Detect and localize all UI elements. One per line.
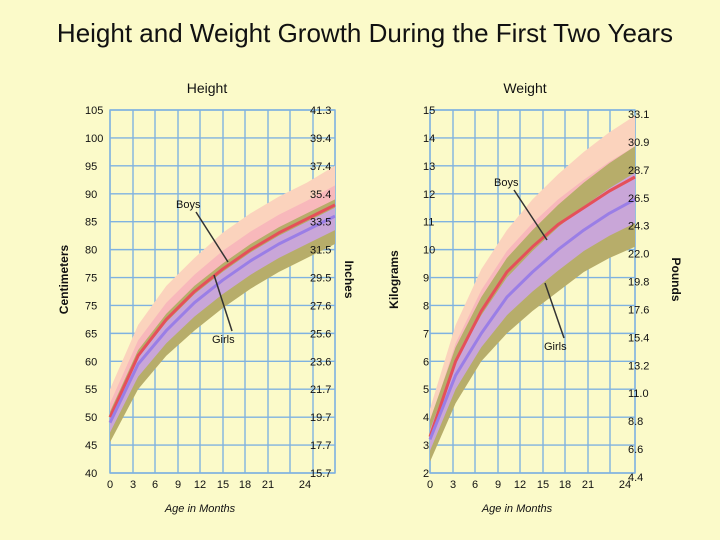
weight-girls-band-inner bbox=[430, 172, 635, 451]
height-y-tick-right: 17.7 bbox=[310, 440, 331, 452]
height-y-tick-left: 85 bbox=[85, 217, 97, 229]
weight-x-tick: 9 bbox=[495, 479, 501, 491]
height-boys-annotation: Boys bbox=[176, 199, 201, 211]
weight-x-tick: 12 bbox=[514, 479, 526, 491]
height-y-tick-right: 23.6 bbox=[310, 356, 331, 368]
height-y-tick-left: 100 bbox=[85, 133, 103, 145]
weight-y-tick-right: 13.2 bbox=[628, 360, 649, 372]
height-y-tick-left: 105 bbox=[85, 105, 103, 117]
weight-y-tick-left: 14 bbox=[423, 133, 435, 145]
weight-y-tick-left: 3 bbox=[423, 440, 429, 452]
weight-y-tick-right: 26.5 bbox=[628, 193, 649, 205]
weight-y-tick-right: 17.6 bbox=[628, 304, 649, 316]
weight-boys-line bbox=[428, 175, 636, 438]
height-x-tick: 12 bbox=[194, 479, 206, 491]
weight-x-axis-label: Age in Months bbox=[481, 503, 553, 515]
weight-right-axis-title: Pounds bbox=[669, 258, 683, 302]
height-y-tick-left: 40 bbox=[85, 468, 97, 480]
height-y-tick-right: 41.3 bbox=[310, 105, 331, 117]
weight-y-tick-left: 15 bbox=[423, 105, 435, 117]
weight-y-tick-left: 8 bbox=[423, 300, 429, 312]
height-y-tick-left: 80 bbox=[85, 245, 97, 257]
height-y-tick-left: 90 bbox=[85, 189, 97, 201]
height-girls-annotation: Girls bbox=[212, 334, 235, 346]
weight-chart-title: Weight bbox=[503, 80, 546, 96]
weight-y-tick-left: 11 bbox=[423, 217, 434, 229]
weight-y-tick-left: 4 bbox=[423, 412, 429, 424]
height-y-tick-left: 75 bbox=[85, 300, 97, 312]
weight-girls-annotation: Girls bbox=[544, 341, 567, 353]
height-y-tick-right: 21.7 bbox=[310, 384, 331, 396]
height-x-tick: 9 bbox=[175, 479, 181, 491]
weight-y-tick-right: 15.4 bbox=[628, 332, 649, 344]
height-y-tick-right: 15.7 bbox=[310, 468, 331, 480]
weight-boys-annotation: Boys bbox=[494, 177, 519, 189]
height-y-tick-right: 39.4 bbox=[310, 133, 331, 145]
weight-y-tick-right: 11.0 bbox=[628, 388, 649, 400]
height-y-tick-right: 27.6 bbox=[310, 300, 331, 312]
weight-y-tick-right: 4.4 bbox=[628, 472, 643, 484]
weight-y-tick-left: 13 bbox=[423, 161, 435, 173]
height-y-tick-left: 45 bbox=[85, 440, 97, 452]
weight-y-tick-left: 12 bbox=[423, 189, 435, 201]
weight-y-tick-right: 22.0 bbox=[628, 249, 649, 261]
weight-x-tick: 15 bbox=[537, 479, 549, 491]
height-y-tick-right: 29.5 bbox=[310, 273, 331, 285]
height-y-tick-right: 31.5 bbox=[310, 245, 331, 257]
weight-y-tick-right: 28.7 bbox=[628, 165, 649, 177]
weight-y-tick-right: 8.8 bbox=[628, 416, 643, 428]
height-y-tick-left: 75 bbox=[85, 273, 97, 285]
height-y-tick-right: 33.5 bbox=[310, 217, 331, 229]
weight-x-tick: 21 bbox=[582, 479, 594, 491]
height-y-tick-left: 50 bbox=[85, 412, 97, 424]
height-x-tick: 21 bbox=[262, 479, 274, 491]
height-y-tick-left: 60 bbox=[85, 356, 97, 368]
weight-x-tick: 0 bbox=[427, 479, 433, 491]
weight-girls-leader-line bbox=[544, 282, 565, 339]
weight-y-tick-left: 6 bbox=[423, 356, 429, 368]
weight-y-tick-right: 24.3 bbox=[628, 221, 649, 233]
height-girls-band-inner bbox=[110, 207, 335, 433]
height-chart-title: Height bbox=[187, 80, 228, 96]
weight-x-tick: 6 bbox=[472, 479, 478, 491]
height-x-tick: 24 bbox=[299, 479, 311, 491]
height-boys-leader-line bbox=[195, 211, 229, 263]
height-y-tick-right: 35.4 bbox=[310, 189, 331, 201]
weight-y-tick-left: 10 bbox=[423, 245, 435, 257]
height-right-axis-title: Inches bbox=[342, 260, 356, 298]
weight-x-tick: 3 bbox=[450, 479, 456, 491]
height-y-tick-right: 25.6 bbox=[310, 328, 331, 340]
weight-y-tick-right: 6.6 bbox=[628, 444, 643, 456]
height-girls-band bbox=[110, 199, 335, 443]
height-x-tick: 6 bbox=[152, 479, 158, 491]
height-left-axis-title: Centimeters bbox=[57, 244, 71, 314]
height-y-tick-right: 19.7 bbox=[310, 412, 331, 424]
height-x-tick: 15 bbox=[217, 479, 229, 491]
weight-x-tick: 24 bbox=[619, 479, 631, 491]
weight-y-tick-right: 33.1 bbox=[628, 109, 649, 121]
height-x-axis-label: Age in Months bbox=[164, 503, 236, 515]
weight-y-tick-left: 2 bbox=[423, 468, 429, 480]
weight-left-axis-title: Kilograms bbox=[387, 250, 401, 309]
height-y-tick-left: 65 bbox=[85, 328, 97, 340]
height-x-tick: 18 bbox=[239, 479, 251, 491]
height-girls-line bbox=[108, 214, 336, 424]
weight-y-tick-right: 19.8 bbox=[628, 277, 649, 289]
page-title: Height and Weight Growth During the Firs… bbox=[56, 18, 674, 48]
height-y-tick-right: 37.4 bbox=[310, 161, 331, 173]
weight-girls-line bbox=[428, 198, 636, 441]
height-x-tick: 0 bbox=[107, 479, 113, 491]
weight-x-tick: 18 bbox=[559, 479, 571, 491]
height-girls-leader-line bbox=[213, 274, 233, 332]
height-y-tick-left: 95 bbox=[85, 161, 97, 173]
weight-y-tick-left: 5 bbox=[423, 384, 429, 396]
weight-y-tick-right: 30.9 bbox=[628, 137, 649, 149]
weight-boys-leader-line bbox=[513, 189, 548, 241]
height-x-tick: 3 bbox=[130, 479, 136, 491]
height-y-tick-left: 55 bbox=[85, 384, 97, 396]
weight-y-tick-left: 9 bbox=[423, 273, 429, 285]
height-boys-line bbox=[108, 203, 336, 418]
weight-y-tick-left: 7 bbox=[423, 328, 429, 340]
